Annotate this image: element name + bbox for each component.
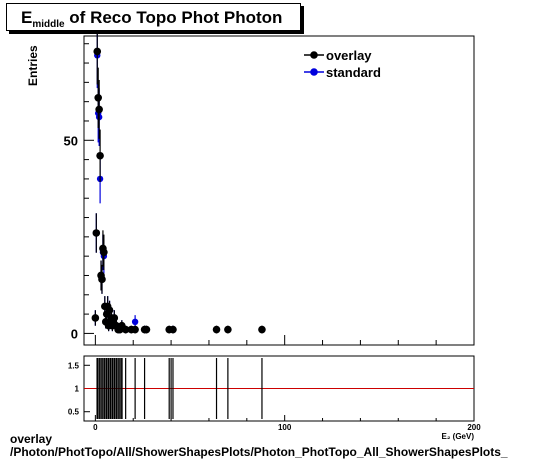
title-main: E — [21, 8, 33, 27]
overlay-point — [94, 94, 102, 102]
y-tick-label: 50 — [64, 133, 78, 148]
overlay-point — [131, 325, 139, 334]
overlay-point — [212, 325, 221, 334]
overlay-point — [169, 325, 177, 334]
ratio-y-tick-label: 1 — [75, 385, 80, 394]
y-axis-label: Entries — [26, 45, 40, 86]
chart-title-box: Emiddle of Reco Topo Phot Photon — [6, 3, 301, 31]
main-plot-frame — [83, 35, 475, 346]
title-rest: of Reco Topo Phot Photon — [64, 8, 283, 27]
overlay-point — [258, 325, 266, 334]
ratio-y-tick-label: 0.5 — [68, 408, 80, 417]
legend-marker-standard — [310, 68, 318, 76]
legend-label-overlay: overlay — [326, 48, 372, 63]
overlay-point — [95, 105, 103, 114]
overlay-point — [93, 47, 102, 56]
footer-line-1: overlay — [10, 432, 53, 446]
legend-label-standard: standard — [326, 65, 381, 80]
overlay-point — [110, 314, 119, 322]
legend-marker-overlay — [310, 51, 318, 59]
y-tick-label: 0 — [71, 326, 78, 341]
overlay-point — [92, 229, 101, 237]
overlay-point — [100, 248, 108, 257]
x-tick-label: 0 — [93, 423, 98, 432]
overlay-point — [121, 325, 130, 334]
overlay-point — [105, 306, 114, 315]
x-axis-label: E₂ (GeV) — [442, 432, 475, 441]
x-tick-label: 100 — [278, 423, 292, 432]
overlay-point — [96, 151, 104, 160]
ratio-y-tick-label: 1.5 — [68, 361, 80, 370]
overlay-point — [224, 325, 232, 334]
overlay-point — [98, 275, 106, 284]
x-tick-label: 200 — [467, 423, 481, 432]
title-subscript: middle — [32, 19, 65, 30]
overlay-point — [142, 325, 151, 334]
footer-line-2: /Photon/PhotTopo/All/ShowerShapesPlots/P… — [10, 445, 508, 459]
chart-title: Emiddle of Reco Topo Phot Photon — [21, 8, 282, 30]
standard-point — [131, 318, 139, 326]
overlay-point — [91, 314, 100, 322]
